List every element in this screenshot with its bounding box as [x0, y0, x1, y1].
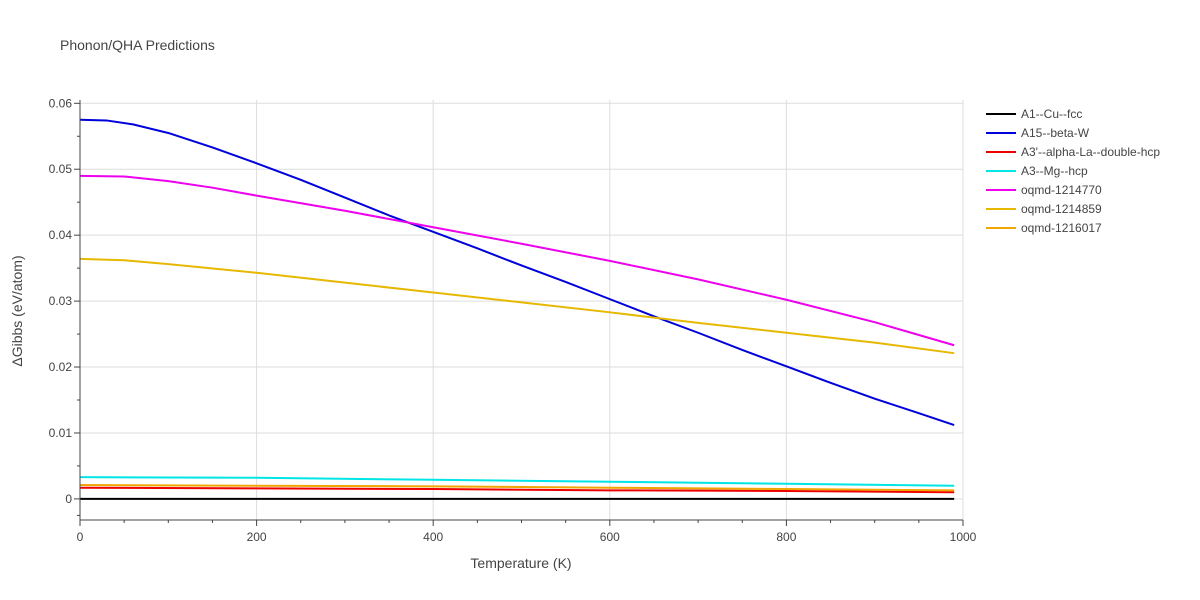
legend-item[interactable]: A15--beta-W — [986, 126, 1090, 140]
series-line-6[interactable] — [79, 257, 955, 355]
legend-label: oqmd-1214859 — [1021, 202, 1102, 216]
y-tick-label: 0.06 — [49, 96, 73, 110]
legend-item[interactable]: oqmd-1214859 — [986, 202, 1102, 216]
x-tick-label: 400 — [423, 530, 443, 544]
x-tick-label: 600 — [600, 530, 620, 544]
axes: 0 200 400 600 800 1000 0 0.01 0.02 0.03 0.04 0.05 0.… — [49, 96, 977, 544]
legend-label: A3--Mg--hcp — [1021, 164, 1088, 178]
series-layer — [79, 118, 955, 500]
legend-item[interactable]: oqmd-1214770 — [986, 183, 1102, 197]
legend-label: oqmd-1214770 — [1021, 183, 1102, 197]
legend-label: A15--beta-W — [1021, 126, 1090, 140]
legend-item[interactable]: A3'--alpha-La--double-hcp — [986, 145, 1160, 159]
x-tick-label: 800 — [776, 530, 796, 544]
y-tick-label: 0.05 — [49, 162, 73, 176]
x-tick-label: 0 — [77, 530, 84, 544]
legend[interactable]: A1--Cu--fcc A15--beta-W A3'--alpha-La--dou… — [986, 107, 1160, 235]
y-tick-label: 0.03 — [49, 294, 73, 308]
legend-item[interactable]: A1--Cu--fcc — [986, 107, 1082, 121]
y-tick-label: 0.04 — [49, 228, 73, 242]
y-tick-label: 0 — [65, 492, 72, 506]
x-tick-label: 1000 — [950, 530, 977, 544]
y-axis-title: ΔGibbs (eV/atom) — [9, 255, 25, 366]
series-line-3[interactable] — [79, 486, 955, 494]
x-axis-title: Temperature (K) — [470, 555, 571, 571]
legend-item[interactable]: A3--Mg--hcp — [986, 164, 1088, 178]
series-line-2[interactable] — [79, 118, 955, 426]
legend-label: oqmd-1216017 — [1021, 221, 1102, 235]
series-line-4[interactable] — [79, 476, 955, 487]
series-line-7[interactable] — [79, 484, 955, 492]
legend-label: A1--Cu--fcc — [1021, 107, 1082, 121]
series-line-5[interactable] — [79, 174, 955, 347]
legend-item[interactable]: oqmd-1216017 — [986, 221, 1102, 235]
legend-label: A3'--alpha-La--double-hcp — [1021, 145, 1160, 159]
y-tick-label: 0.02 — [49, 360, 73, 374]
chart-title: Phonon/QHA Predictions — [60, 37, 215, 53]
y-tick-label: 0.01 — [49, 426, 73, 440]
x-tick-label: 200 — [247, 530, 267, 544]
